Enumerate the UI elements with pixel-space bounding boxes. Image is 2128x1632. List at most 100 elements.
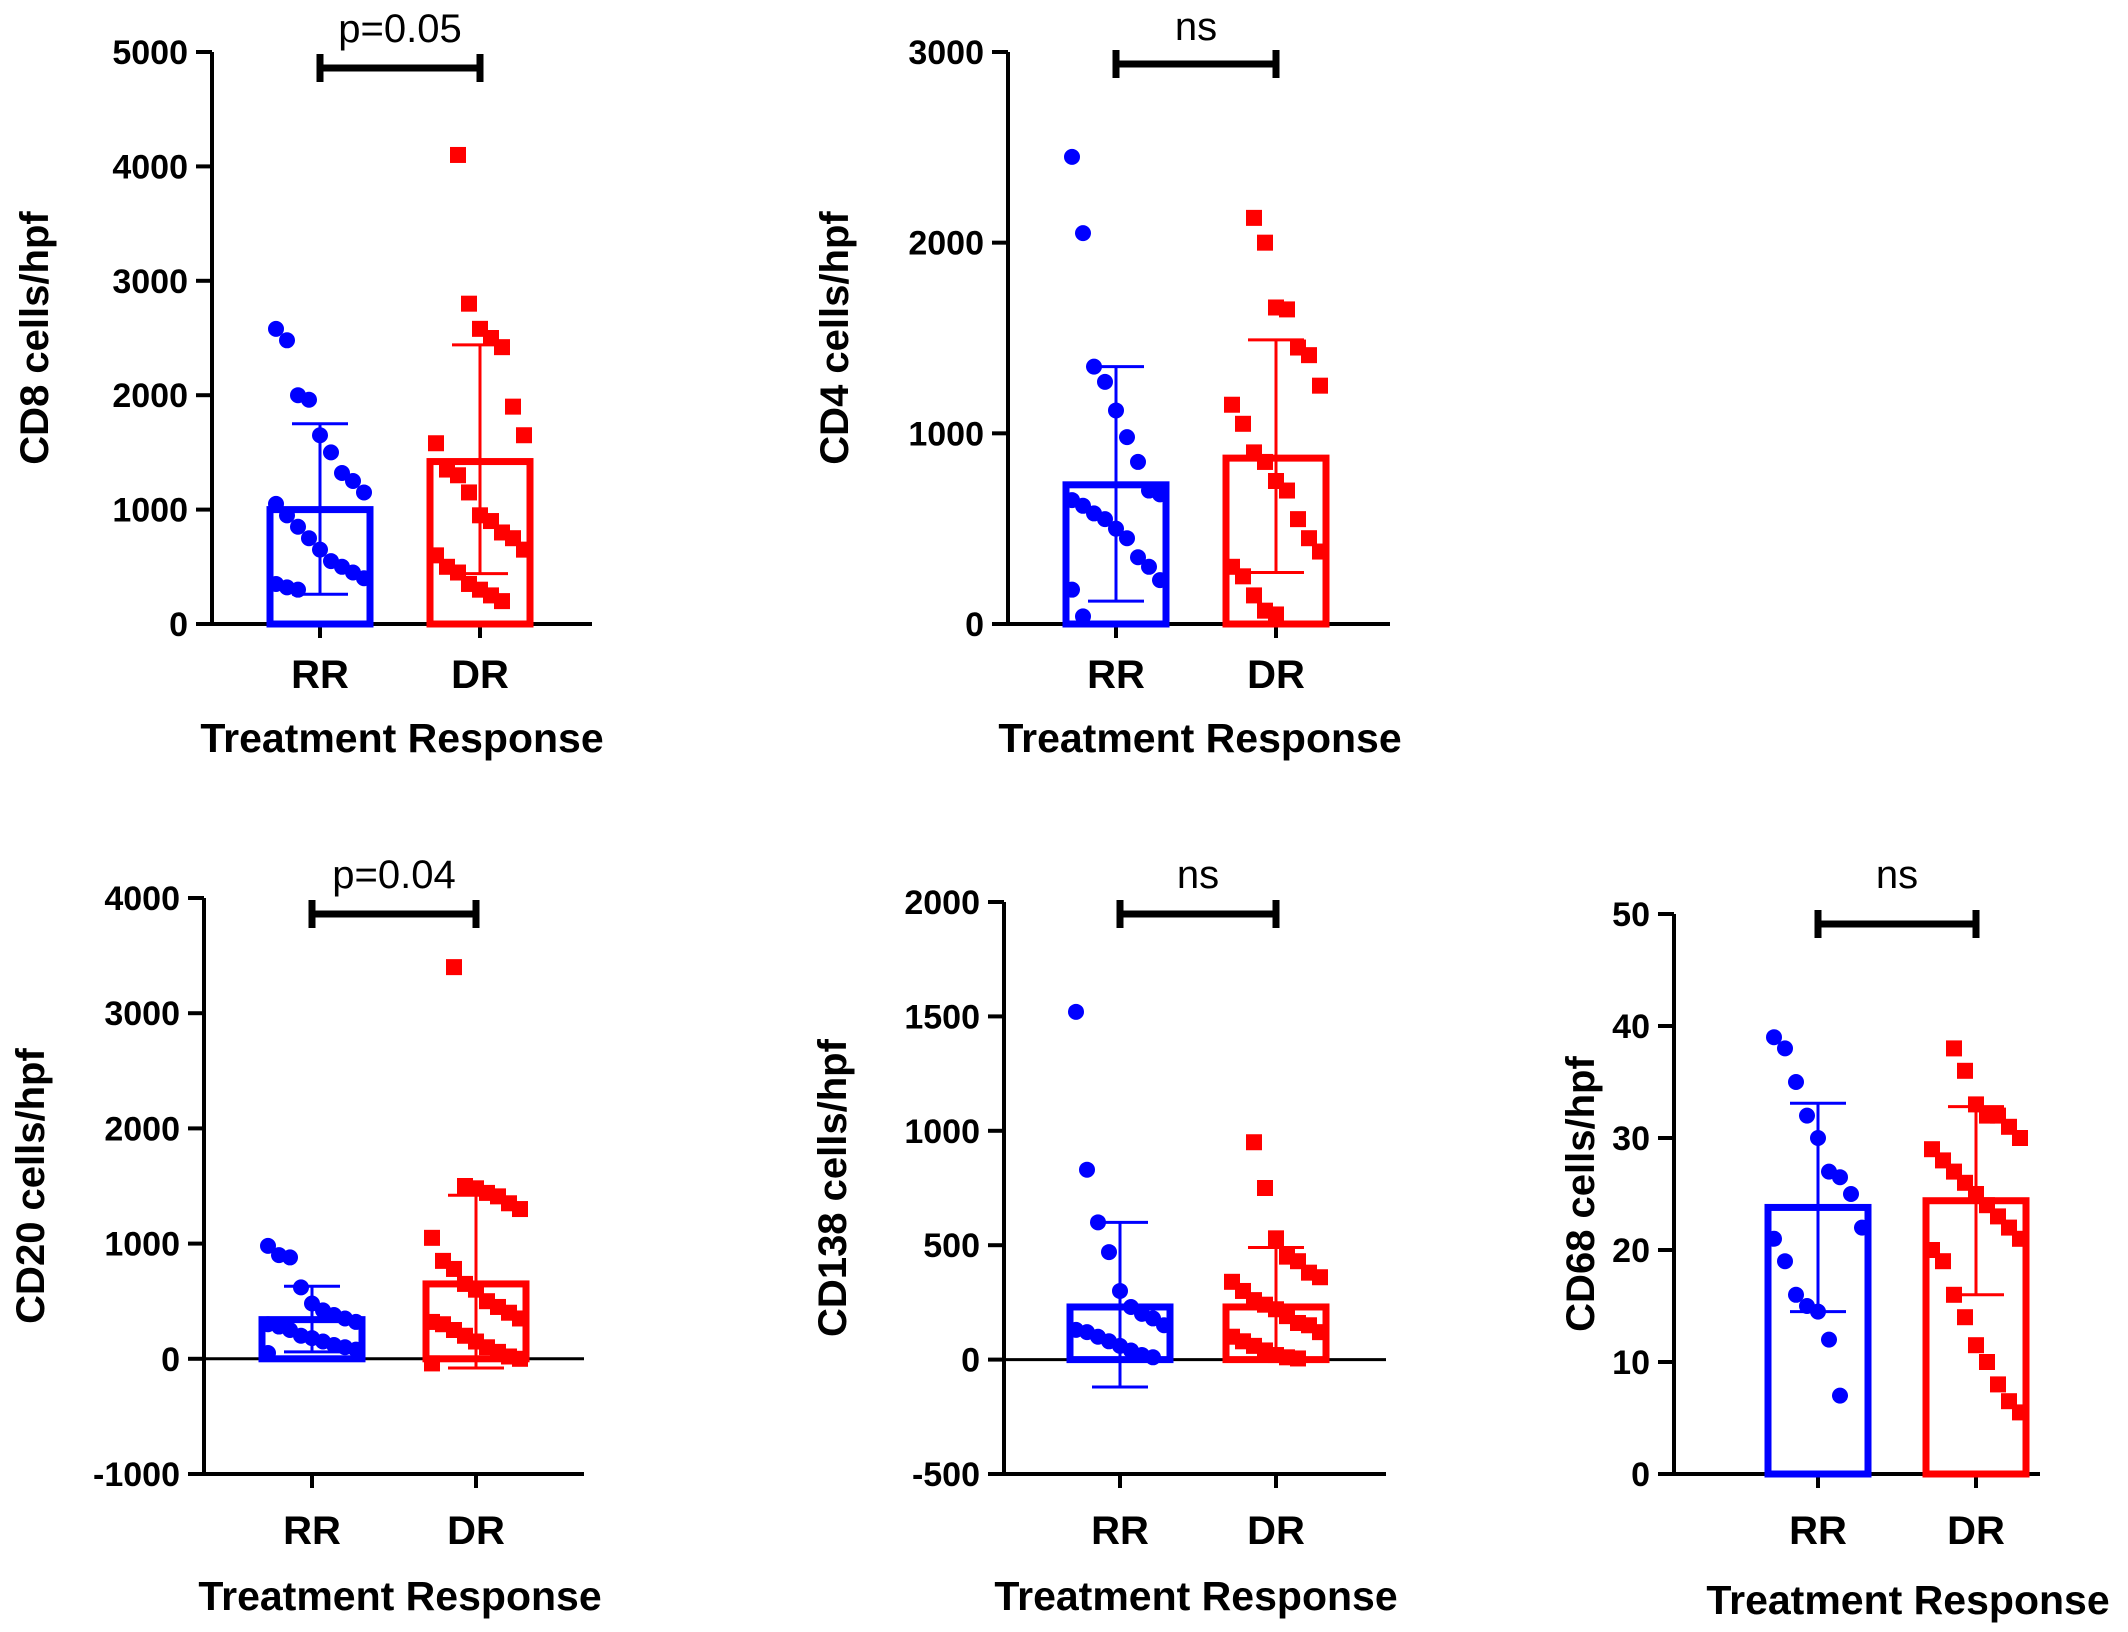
data-point-dr bbox=[461, 484, 477, 501]
data-point-dr bbox=[494, 339, 510, 356]
y-tick-label: 2000 bbox=[904, 884, 980, 922]
data-point-rr bbox=[1777, 1040, 1793, 1057]
x-category-label: DR bbox=[1247, 653, 1305, 697]
data-point-dr bbox=[1946, 1040, 1962, 1057]
data-point-dr bbox=[446, 1260, 462, 1277]
data-point-rr bbox=[1064, 148, 1080, 165]
data-point-dr bbox=[1968, 1337, 1984, 1354]
data-point-dr bbox=[505, 398, 521, 415]
y-tick-label: 0 bbox=[1631, 1456, 1650, 1494]
data-point-rr bbox=[1075, 608, 1091, 625]
significance-label: ns bbox=[1177, 853, 1219, 897]
y-tick-label: 0 bbox=[961, 1342, 980, 1380]
y-tick-label: 5000 bbox=[112, 34, 188, 72]
y-tick-label: 2000 bbox=[112, 377, 188, 415]
y-tick-label: 1000 bbox=[904, 1113, 980, 1151]
y-tick-label: 1000 bbox=[908, 415, 984, 453]
data-point-dr bbox=[512, 1350, 528, 1367]
data-point-dr bbox=[1246, 209, 1262, 226]
data-point-rr bbox=[1108, 402, 1124, 419]
data-point-rr bbox=[1119, 429, 1135, 446]
data-point-rr bbox=[1843, 1186, 1859, 1202]
data-point-dr bbox=[1257, 453, 1273, 470]
y-tick-label: -1000 bbox=[93, 1456, 180, 1494]
x-category-label: DR bbox=[447, 1509, 505, 1553]
data-point-rr bbox=[1112, 1282, 1128, 1299]
data-point-rr bbox=[1097, 511, 1113, 528]
data-point-rr bbox=[1810, 1303, 1826, 1320]
data-point-rr bbox=[1821, 1331, 1837, 1348]
data-point-rr bbox=[1075, 225, 1091, 242]
data-point-rr bbox=[1130, 549, 1146, 566]
data-point-dr bbox=[1312, 1269, 1328, 1286]
y-tick-label: 30 bbox=[1612, 1120, 1650, 1158]
x-axis-title: Treatment Response bbox=[998, 715, 1401, 761]
data-point-rr bbox=[1854, 1219, 1870, 1236]
data-point-rr bbox=[301, 391, 317, 408]
y-tick-label: 3000 bbox=[104, 995, 180, 1033]
y-tick-label: 1000 bbox=[104, 1226, 180, 1264]
data-point-dr bbox=[424, 1355, 440, 1372]
y-tick-label: 0 bbox=[965, 606, 984, 644]
data-point-rr bbox=[1145, 1349, 1161, 1366]
x-axis-title: Treatment Response bbox=[1706, 1577, 2109, 1623]
data-point-rr bbox=[1152, 572, 1168, 589]
data-point-dr bbox=[1224, 396, 1240, 413]
data-point-dr bbox=[1301, 530, 1317, 547]
data-point-rr bbox=[1108, 520, 1124, 537]
data-point-rr bbox=[348, 1341, 364, 1358]
data-point-dr bbox=[1290, 1350, 1306, 1367]
y-axis-title: CD20 cells/hpf bbox=[9, 1048, 53, 1324]
data-point-rr bbox=[345, 473, 361, 489]
data-point-dr bbox=[516, 427, 532, 444]
data-point-rr bbox=[1090, 1214, 1106, 1231]
data-point-dr bbox=[1990, 1376, 2006, 1393]
data-point-rr bbox=[334, 464, 350, 481]
chart-panel-4: -500 0 500 1000 1500 2000 CD138 cells/hpf RR DR T… bbox=[811, 853, 1398, 1619]
y-tick-label: -500 bbox=[912, 1456, 980, 1494]
data-point-rr bbox=[1101, 1244, 1117, 1261]
data-point-rr bbox=[1152, 486, 1168, 503]
data-point-rr bbox=[356, 484, 372, 501]
data-point-dr bbox=[1246, 587, 1262, 604]
data-point-dr bbox=[512, 1310, 528, 1327]
data-point-dr bbox=[446, 959, 462, 976]
x-axis-title: Treatment Response bbox=[198, 1573, 601, 1619]
data-point-dr bbox=[1957, 1309, 1973, 1326]
data-point-rr bbox=[1810, 1130, 1826, 1146]
y-tick-label: 50 bbox=[1612, 896, 1650, 934]
y-tick-label: 2000 bbox=[908, 225, 984, 263]
data-point-rr bbox=[268, 495, 284, 512]
data-point-rr bbox=[1141, 558, 1157, 575]
y-tick-label: 2000 bbox=[104, 1110, 180, 1148]
data-point-dr bbox=[516, 541, 532, 558]
y-tick-label: 4000 bbox=[112, 148, 188, 186]
x-category-label: RR bbox=[1091, 1509, 1149, 1553]
data-point-dr bbox=[1290, 511, 1306, 528]
y-axis-title: CD68 cells/hpf bbox=[1559, 1056, 1603, 1332]
y-axis-title: CD4 cells/hpf bbox=[813, 211, 857, 465]
data-point-rr bbox=[290, 581, 306, 598]
data-point-dr bbox=[461, 295, 477, 312]
data-point-dr bbox=[450, 146, 466, 163]
data-point-dr bbox=[512, 1201, 528, 1218]
data-point-rr bbox=[348, 1313, 364, 1330]
data-point-dr bbox=[2012, 1130, 2028, 1146]
x-category-label: RR bbox=[291, 653, 349, 697]
data-point-rr bbox=[1777, 1253, 1793, 1270]
data-point-rr bbox=[293, 1279, 309, 1296]
significance-label: p=0.04 bbox=[332, 853, 455, 897]
y-tick-label: 0 bbox=[161, 1341, 180, 1379]
data-point-rr bbox=[1097, 373, 1113, 390]
y-tick-label: 1000 bbox=[112, 492, 188, 530]
data-point-rr bbox=[1130, 453, 1146, 470]
data-point-dr bbox=[1279, 301, 1295, 318]
x-axis-title: Treatment Response bbox=[994, 1573, 1397, 1619]
data-point-dr bbox=[1246, 1134, 1262, 1151]
y-tick-label: 0 bbox=[169, 606, 188, 644]
y-tick-label: 3000 bbox=[908, 34, 984, 72]
data-point-rr bbox=[268, 320, 284, 337]
chart-panel-3: -1000 0 1000 2000 3000 4000 CD20 cells/hpf RR DR… bbox=[9, 853, 602, 1619]
data-point-dr bbox=[1312, 543, 1328, 560]
